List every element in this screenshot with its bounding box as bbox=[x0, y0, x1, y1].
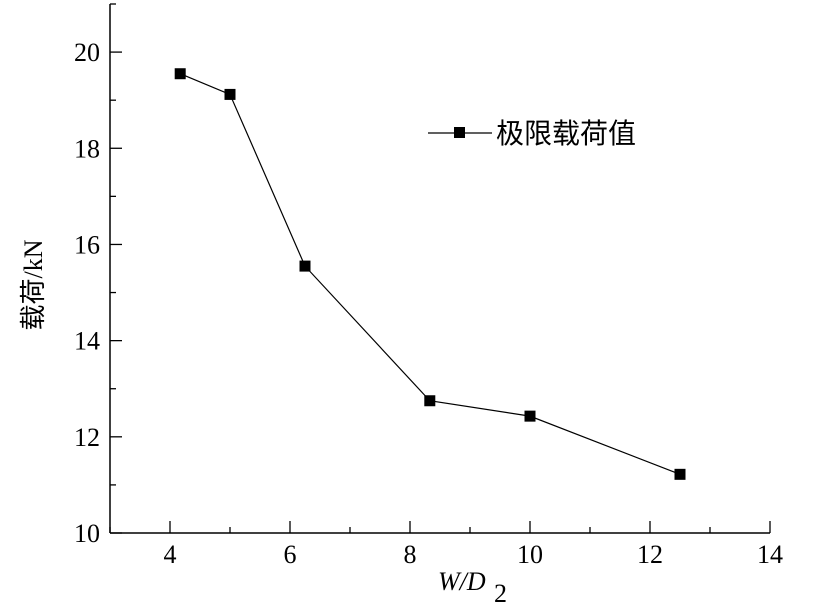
x-axis-title-subscript: 2 bbox=[494, 579, 507, 607]
data-point bbox=[674, 468, 686, 480]
x-ticks: 4 6 8 10 12 14 bbox=[109, 521, 783, 569]
x-axis-title: W/D 2 bbox=[438, 567, 507, 607]
data-point bbox=[174, 68, 186, 80]
data-point bbox=[224, 88, 236, 100]
plot-area bbox=[109, 4, 770, 534]
data-point bbox=[524, 410, 536, 422]
y-tick-label: 16 bbox=[74, 230, 100, 259]
data-point bbox=[299, 260, 311, 272]
data-point bbox=[424, 395, 436, 407]
x-tick-label: 8 bbox=[404, 540, 417, 569]
y-tick-label: 20 bbox=[74, 38, 100, 67]
x-tick-label: 12 bbox=[637, 540, 663, 569]
x-axis-title-main: W/D bbox=[438, 567, 486, 596]
y-axis-title: 载荷/kN bbox=[19, 239, 48, 330]
y-ticks: 10 12 14 16 18 20 bbox=[74, 3, 122, 548]
series-line bbox=[179, 73, 681, 475]
legend-marker bbox=[454, 127, 465, 138]
y-tick-label: 10 bbox=[74, 519, 100, 548]
y-tick-label: 18 bbox=[74, 134, 100, 163]
x-tick-label: 6 bbox=[284, 540, 297, 569]
legend: 极限载荷值 bbox=[428, 117, 636, 150]
x-tick-label: 10 bbox=[517, 540, 543, 569]
y-tick-label: 14 bbox=[74, 327, 100, 356]
y-tick-label: 12 bbox=[74, 423, 100, 452]
x-tick-label: 4 bbox=[164, 540, 177, 569]
legend-label: 极限载荷值 bbox=[496, 117, 636, 150]
x-tick-label: 14 bbox=[757, 540, 783, 569]
series-layer bbox=[174, 68, 686, 480]
